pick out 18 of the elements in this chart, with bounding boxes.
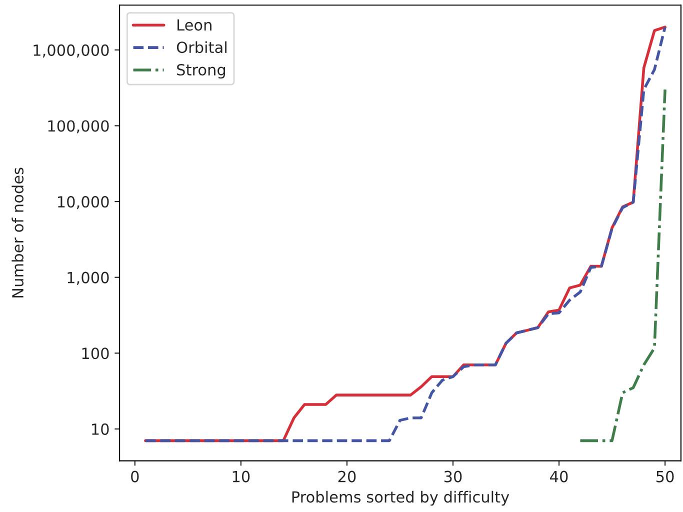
- x-tick-label: 30: [444, 470, 462, 482]
- y-axis-title: Number of nodes: [12, 168, 24, 298]
- legend-label: Leon: [178, 19, 212, 31]
- x-tick-label: 0: [131, 470, 139, 482]
- y-tick-label: 10: [92, 423, 109, 435]
- x-axis-title: Problems sorted by difficulty: [292, 490, 510, 506]
- y-tick-label: 10,000: [58, 196, 109, 210]
- legend-label: Orbital: [176, 41, 226, 54]
- x-tick-label: 40: [550, 470, 568, 482]
- y-tick-label: 100,000: [48, 120, 109, 134]
- legend-label: Strong: [177, 64, 226, 79]
- line-series: [578, 88, 666, 442]
- y-tick-label: 1,000,000: [34, 44, 109, 58]
- y-tick-label: 100: [82, 348, 109, 360]
- x-tick-label: 20: [338, 470, 356, 482]
- y-tick-label: 1,000: [68, 272, 109, 285]
- x-tick-label: 10: [232, 470, 250, 482]
- x-tick-label: 50: [656, 470, 674, 482]
